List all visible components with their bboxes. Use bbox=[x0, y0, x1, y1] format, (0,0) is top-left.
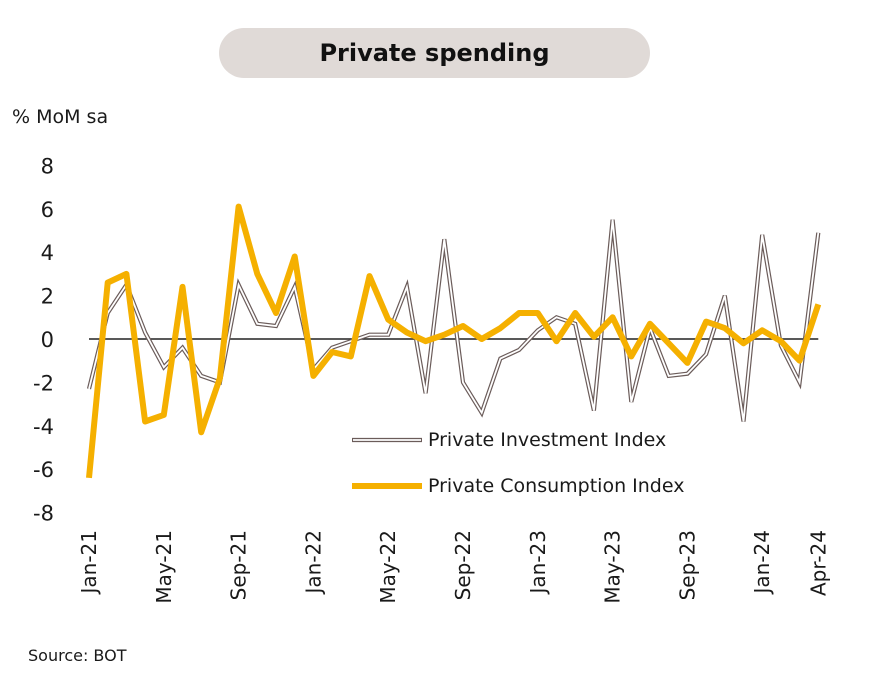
y-tick-label: -6 bbox=[33, 458, 54, 482]
y-tick-label: 2 bbox=[41, 285, 54, 309]
x-tick-label: Jan-23 bbox=[526, 530, 550, 596]
x-tick-label: Jan-21 bbox=[77, 530, 101, 596]
x-tick-label: Sep-21 bbox=[227, 530, 251, 600]
y-axis-unit-label: % MoM sa bbox=[12, 106, 109, 128]
chart-title: Private spending bbox=[319, 39, 550, 67]
x-tick-label: Sep-22 bbox=[451, 530, 475, 600]
x-tick-label: May-21 bbox=[152, 530, 176, 604]
x-tick-label: Jan-22 bbox=[301, 530, 325, 596]
y-tick-label: 0 bbox=[41, 328, 54, 352]
source-note: Source: BOT bbox=[28, 646, 127, 665]
x-tick-label: Sep-23 bbox=[675, 530, 699, 600]
y-tick-label: 6 bbox=[41, 198, 54, 222]
y-tick-label: -2 bbox=[33, 371, 54, 395]
x-tick-label: Apr-24 bbox=[806, 530, 830, 596]
title-pill: Private spending bbox=[219, 28, 650, 78]
y-tick-label: -4 bbox=[33, 415, 54, 439]
y-tick-label: 8 bbox=[41, 154, 54, 178]
legend-label-investment: Private Investment Index bbox=[428, 429, 666, 451]
legend-label-consumption: Private Consumption Index bbox=[428, 475, 684, 497]
y-tick-label: 4 bbox=[41, 241, 54, 265]
y-tick-label: -8 bbox=[33, 502, 54, 526]
x-tick-label: Jan-24 bbox=[750, 530, 774, 596]
series-line-private-investment-inner bbox=[88, 219, 820, 422]
x-tick-label: May-22 bbox=[376, 530, 400, 604]
series-line-private-consumption bbox=[86, 203, 822, 479]
x-tick-label: May-23 bbox=[601, 530, 625, 604]
